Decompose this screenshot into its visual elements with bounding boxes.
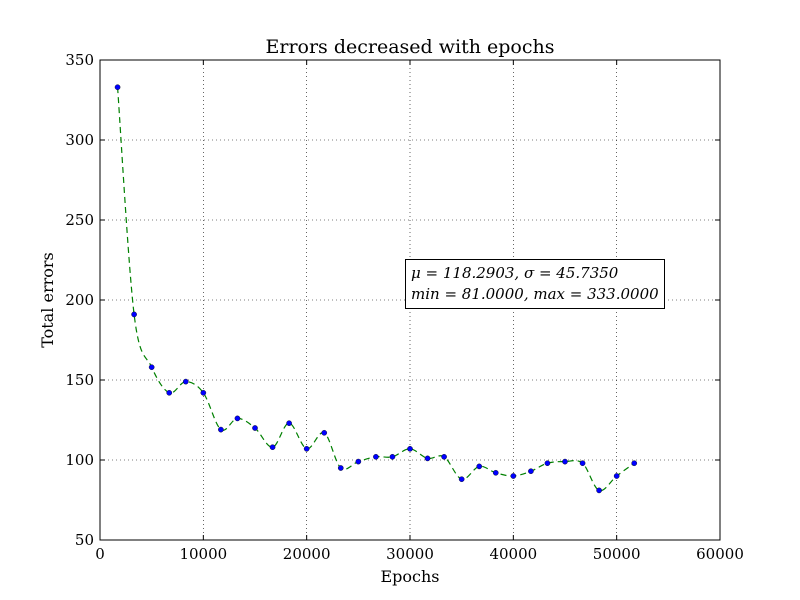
x-tick-label: 0 xyxy=(95,545,105,563)
y-tick-label: 150 xyxy=(65,371,94,389)
data-point xyxy=(528,468,534,475)
data-point xyxy=(373,453,379,460)
data-point xyxy=(269,444,276,451)
series-line-layer xyxy=(116,87,635,492)
y-tick-label: 300 xyxy=(65,131,94,149)
data-point xyxy=(355,458,362,465)
axis-ticks: 0 10000 20000 30000 40000 50000 60000 50 100 150 2… xyxy=(65,51,744,563)
y-tick-label: 200 xyxy=(65,291,94,309)
data-point xyxy=(182,378,189,385)
y-tick-label: 100 xyxy=(65,451,94,469)
x-tick-label: 40000 xyxy=(489,545,537,563)
data-point xyxy=(148,364,155,371)
stats-min-max: min = 81.0000, max = 333.0000 xyxy=(411,285,659,303)
data-point xyxy=(218,426,224,433)
data-point xyxy=(441,453,447,460)
data-point xyxy=(321,429,328,436)
x-tick-label: 20000 xyxy=(283,545,331,563)
x-tick-label: 30000 xyxy=(386,545,434,563)
stats-mean-sigma: μ = 118.2903, σ = 45.7350 xyxy=(411,264,619,282)
data-point xyxy=(476,463,483,470)
data-point xyxy=(252,425,258,431)
data-point xyxy=(492,469,499,476)
y-axis-label: Total errors xyxy=(38,252,57,348)
data-point xyxy=(562,458,568,465)
x-tick-label: 50000 xyxy=(593,545,641,563)
data-point xyxy=(424,455,431,462)
data-point xyxy=(579,460,586,467)
data-point xyxy=(200,389,207,396)
x-tick-label: 60000 xyxy=(696,545,744,563)
stats-annotation-box: μ = 118.2903, σ = 45.7350 min = 81.0000,… xyxy=(405,259,665,309)
data-point xyxy=(286,420,292,427)
y-tick-label: 50 xyxy=(75,531,94,549)
data-point xyxy=(458,476,465,483)
series-line xyxy=(116,87,635,492)
data-point xyxy=(631,460,638,467)
data-point xyxy=(510,473,517,479)
data-point xyxy=(389,453,396,460)
data-point xyxy=(337,465,344,471)
y-tick-label: 250 xyxy=(65,211,94,229)
data-point xyxy=(613,473,620,479)
x-tick-label: 10000 xyxy=(179,545,227,563)
chart-title: Errors decreased with epochs xyxy=(266,36,555,58)
series-markers xyxy=(114,84,638,494)
data-point xyxy=(407,445,413,452)
data-point xyxy=(166,389,173,396)
data-point xyxy=(596,487,602,494)
data-point xyxy=(234,415,241,422)
y-tick-label: 350 xyxy=(65,51,94,69)
data-point xyxy=(544,460,551,467)
data-point xyxy=(131,311,137,318)
data-point xyxy=(114,84,121,90)
data-point xyxy=(303,445,310,452)
x-axis-label: Epochs xyxy=(380,567,439,586)
